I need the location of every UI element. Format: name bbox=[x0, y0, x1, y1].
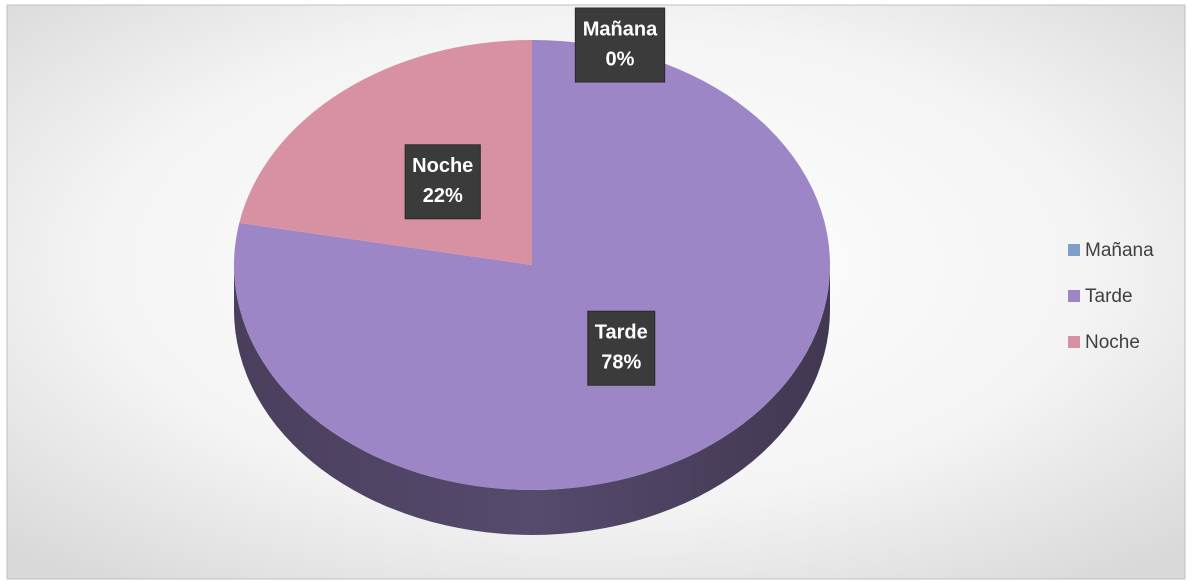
legend-swatch bbox=[1068, 244, 1080, 256]
label-box bbox=[404, 144, 481, 220]
pie-sides bbox=[234, 265, 830, 535]
label-category: Noche bbox=[412, 155, 473, 177]
label-value: 0% bbox=[606, 48, 635, 70]
label-value: 78% bbox=[601, 351, 641, 373]
legend-swatch bbox=[1068, 336, 1080, 348]
side-shade bbox=[234, 265, 830, 535]
label-value: 22% bbox=[423, 185, 463, 207]
slice bbox=[233, 40, 830, 490]
legend-label: Noche bbox=[1085, 332, 1140, 353]
data-label: Tarde 78% bbox=[587, 310, 656, 386]
label-box bbox=[587, 310, 656, 386]
pie-tops bbox=[233, 40, 830, 490]
data-labels: Mañana 0% Tarde 78% Noche 22% bbox=[404, 7, 666, 386]
legend: Mañana Tarde Noche bbox=[1068, 240, 1154, 353]
legend-label: Tarde bbox=[1085, 286, 1133, 307]
label-category: Mañana bbox=[583, 18, 658, 40]
data-label: Noche 22% bbox=[404, 144, 481, 220]
data-label: Mañana 0% bbox=[574, 7, 666, 83]
legend-label: Mañana bbox=[1085, 240, 1154, 261]
label-category: Tarde bbox=[595, 321, 648, 343]
legend-swatch bbox=[1068, 290, 1080, 302]
label-box bbox=[574, 7, 666, 83]
